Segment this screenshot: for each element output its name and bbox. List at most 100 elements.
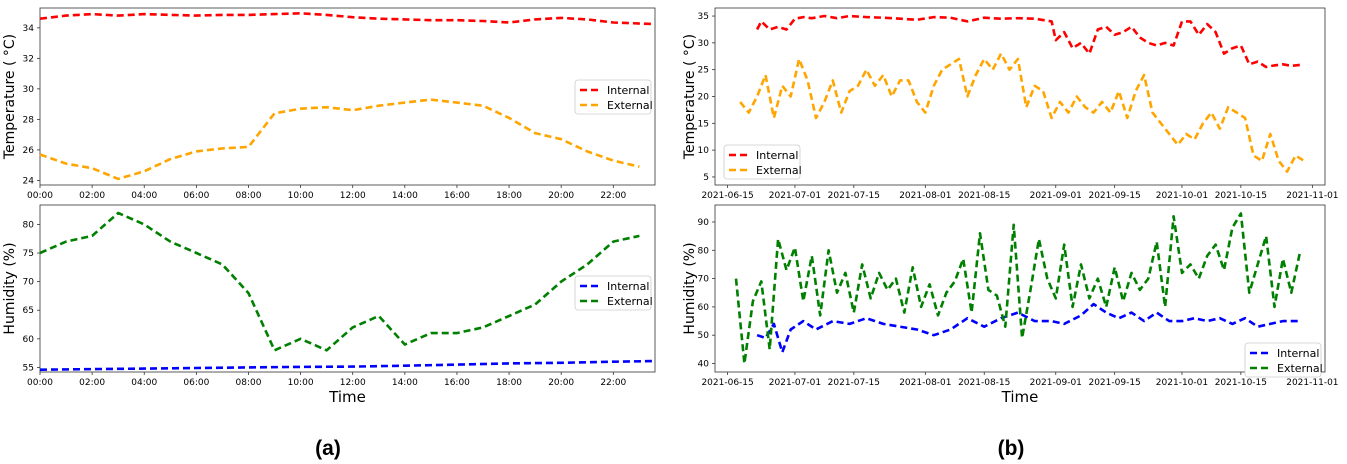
legend: Internal External: [574, 79, 653, 115]
chart-a-temperature: 00:00 02:00 04:00 06:00 08:00 10:00 12:00 14:00…: [2, 7, 656, 201]
x-tick-label: 06:00: [183, 191, 209, 201]
series-line-external: [734, 212, 1302, 365]
y-tick-label: 25: [698, 66, 709, 76]
y-tick-label: 10: [698, 146, 710, 156]
x-tick-label: 2021-08-01: [899, 191, 951, 201]
y-tick-label: 32: [23, 54, 34, 64]
x-tick-label: 2021-07-15: [828, 378, 880, 388]
legend-label-external: External: [756, 164, 802, 177]
series-line-external: [739, 52, 1305, 173]
y-tick-label: 90: [698, 218, 710, 228]
x-tick-label: 02:00: [79, 191, 105, 201]
legend-label-internal: Internal: [607, 84, 649, 97]
y-tick-label: 35: [698, 12, 709, 22]
legend: Internal External: [1244, 342, 1323, 378]
y-tick-label: 34: [23, 24, 35, 34]
x-tick-label: 12:00: [340, 378, 366, 388]
x-tick-label: 2021-09-15: [1088, 378, 1140, 388]
y-axis-label: Humidity (%): [682, 242, 698, 334]
y-tick-label: 80: [698, 246, 710, 256]
y-tick-label: 80: [23, 220, 35, 230]
y-tick-label: 26: [23, 146, 35, 156]
x-tick-label: 2021-10-15: [1215, 191, 1267, 201]
x-tick-label: 14:00: [392, 378, 418, 388]
y-axis-label: Temperature ( °C): [2, 34, 18, 160]
x-tick-label: 10:00: [288, 191, 314, 201]
y-tick-label: 40: [698, 360, 710, 370]
legend: Internal External: [574, 275, 653, 311]
x-tick-label: 02:00: [79, 378, 105, 388]
x-tick-label: 2021-10-01: [1156, 191, 1208, 201]
legend-label-external: External: [607, 99, 653, 112]
y-tick-label: 60: [698, 303, 710, 313]
y-tick-label: 24: [23, 176, 35, 186]
x-tick-label: 16:00: [444, 191, 470, 201]
y-tick-label: 70: [23, 278, 35, 288]
x-tick-label: 2021-10-01: [1156, 378, 1208, 388]
legend-label-internal: Internal: [1277, 347, 1319, 360]
y-tick-label: 30: [698, 39, 710, 49]
x-tick-label: 22:00: [600, 191, 626, 201]
chart-b-humidity: 2021-06-15 2021-07-01 2021-07-15 2021-08-01…: [682, 204, 1339, 406]
x-tick-label: 00:00: [27, 191, 53, 201]
x-axis-label: Time: [1001, 388, 1039, 406]
x-tick-label: 2021-07-15: [828, 191, 880, 201]
x-tick-label: 2021-07-01: [769, 378, 821, 388]
y-tick-label: 75: [23, 249, 34, 259]
y-tick-label: 28: [23, 115, 35, 125]
y-tick-label: 65: [23, 306, 34, 316]
plot-frame: [714, 7, 1326, 186]
x-tick-label: 04:00: [131, 378, 157, 388]
x-tick-label: 2021-09-01: [1030, 378, 1082, 388]
y-tick-label: 20: [698, 93, 710, 103]
x-tick-label: 16:00: [444, 378, 470, 388]
x-tick-label: 2021-06-15: [701, 378, 753, 388]
x-tick-label: 20:00: [548, 191, 574, 201]
panel-label-b: (b): [998, 437, 1025, 460]
x-tick-label: 10:00: [288, 378, 314, 388]
x-tick-label: 08:00: [236, 191, 262, 201]
x-tick-label: 2021-11-01: [1286, 378, 1338, 388]
series-line-internal: [39, 359, 653, 371]
legend-label-internal: Internal: [607, 280, 649, 293]
x-tick-label: 06:00: [183, 378, 209, 388]
x-tick-label: 2021-06-15: [701, 191, 753, 201]
x-tick-label: 2021-08-01: [899, 378, 951, 388]
series-line-external: [39, 98, 640, 181]
x-tick-label: 2021-08-15: [958, 191, 1010, 201]
x-tick-label: 00:00: [27, 378, 53, 388]
chart-b-temperature: 2021-06-15 2021-07-01 2021-07-15 2021-08-01…: [682, 7, 1339, 201]
y-tick-label: 15: [698, 119, 709, 129]
x-tick-label: 20:00: [548, 378, 574, 388]
x-tick-label: 18:00: [496, 378, 522, 388]
y-tick-label: 30: [23, 85, 35, 95]
y-axis-label: Humidity (%): [2, 242, 18, 334]
x-tick-label: 2021-10-15: [1215, 378, 1267, 388]
x-tick-label: 08:00: [236, 378, 262, 388]
x-tick-label: 14:00: [392, 191, 418, 201]
y-tick-label: 50: [698, 331, 710, 341]
x-axis-label: Time: [328, 388, 366, 406]
plot-frame: [39, 204, 656, 373]
legend-label-external: External: [607, 295, 653, 308]
series-line-external: [39, 211, 640, 352]
y-tick-label: 60: [23, 335, 35, 345]
plot-frame: [39, 7, 656, 186]
chart-a-humidity: 00:00 02:00 04:00 06:00 08:00 10:00 12:00 14:00…: [2, 204, 656, 406]
x-tick-label: 2021-11-01: [1286, 191, 1338, 201]
x-tick-label: 22:00: [600, 378, 626, 388]
x-tick-label: 2021-07-01: [769, 191, 821, 201]
series-line-internal: [39, 12, 653, 26]
legend: Internal External: [723, 144, 802, 180]
legend-label-internal: Internal: [756, 149, 798, 162]
y-axis-label: Temperature ( °C): [682, 34, 698, 160]
x-tick-label: 2021-09-01: [1030, 191, 1082, 201]
x-tick-label: 2021-08-15: [958, 378, 1010, 388]
panel-label-a: (a): [315, 437, 341, 460]
y-tick-label: 55: [23, 363, 34, 373]
legend-label-external: External: [1277, 362, 1323, 375]
y-tick-label: 5: [703, 173, 709, 183]
y-tick-label: 70: [698, 275, 710, 285]
x-tick-label: 04:00: [131, 191, 157, 201]
